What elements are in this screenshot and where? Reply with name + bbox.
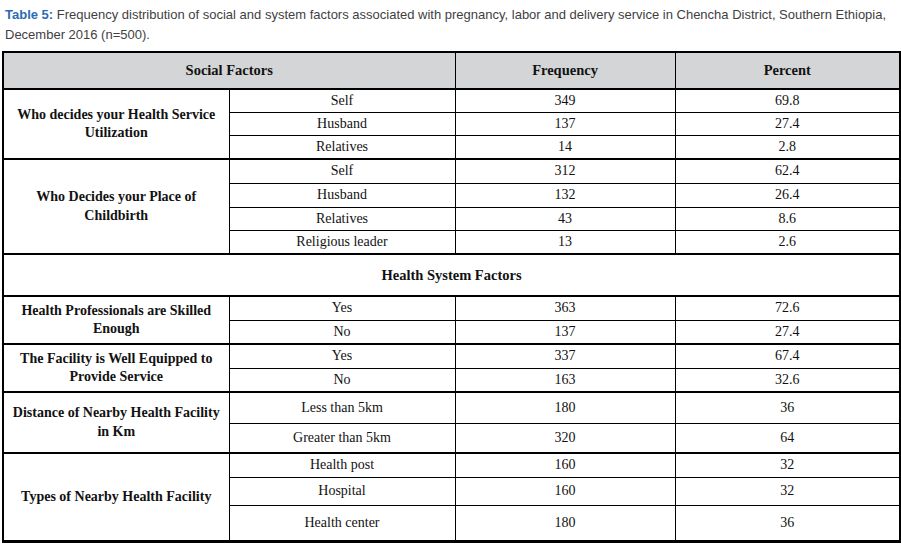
frequency-cell: 160	[455, 453, 675, 477]
table-row: Who decides your Health Service Utilizat…	[3, 89, 900, 112]
option-cell: Yes	[229, 344, 455, 368]
percent-cell: 26.4	[675, 183, 900, 207]
option-cell: Health center	[229, 505, 455, 541]
percent-cell: 32	[675, 477, 900, 505]
percent-cell: 36	[675, 392, 900, 423]
percent-cell: 32.6	[675, 368, 900, 392]
table-caption: Table 5: Frequency distribution of socia…	[0, 0, 901, 44]
section-header: Health System Factors	[3, 254, 900, 296]
option-cell: Relatives	[229, 135, 455, 159]
option-cell: Self	[229, 89, 455, 112]
table-caption-number: Table 5:	[5, 7, 53, 22]
table-caption-text: Frequency distribution of social and sys…	[5, 7, 886, 42]
frequency-cell: 137	[455, 112, 675, 135]
group-label: Types of Nearby Health Facility	[3, 453, 229, 541]
percent-cell: 27.4	[675, 320, 900, 344]
frequency-cell: 312	[455, 159, 675, 183]
option-cell: No	[229, 320, 455, 344]
percent-cell: 32	[675, 453, 900, 477]
percent-cell: 62.4	[675, 159, 900, 183]
frequency-cell: 349	[455, 89, 675, 112]
frequency-cell: 137	[455, 320, 675, 344]
percent-cell: 64	[675, 423, 900, 453]
option-cell: Husband	[229, 112, 455, 135]
option-cell: Religious leader	[229, 230, 455, 254]
option-cell: Husband	[229, 183, 455, 207]
option-cell: No	[229, 368, 455, 392]
percent-cell: 36	[675, 505, 900, 541]
frequency-table: Social Factors Frequency Percent Who dec…	[2, 51, 901, 543]
percent-cell: 2.6	[675, 230, 900, 254]
frequency-cell: 180	[455, 392, 675, 423]
option-cell: Yes	[229, 296, 455, 320]
frequency-cell: 160	[455, 477, 675, 505]
percent-cell: 72.6	[675, 296, 900, 320]
frequency-cell: 13	[455, 230, 675, 254]
frequency-cell: 132	[455, 183, 675, 207]
option-cell: Less than 5km	[229, 392, 455, 423]
table-row: Types of Nearby Health Facility Health p…	[3, 453, 900, 477]
percent-cell: 27.4	[675, 112, 900, 135]
option-cell: Hospital	[229, 477, 455, 505]
group-label: Who decides your Health Service Utilizat…	[3, 89, 229, 159]
frequency-cell: 43	[455, 207, 675, 230]
percent-cell: 67.4	[675, 344, 900, 368]
frequency-cell: 337	[455, 344, 675, 368]
frequency-cell: 14	[455, 135, 675, 159]
section-header-row: Health System Factors	[3, 254, 900, 296]
frequency-cell: 320	[455, 423, 675, 453]
frequency-cell: 363	[455, 296, 675, 320]
percent-cell: 8.6	[675, 207, 900, 230]
table-header-row: Social Factors Frequency Percent	[3, 52, 900, 89]
option-cell: Health post	[229, 453, 455, 477]
option-cell: Self	[229, 159, 455, 183]
group-label: Distance of Nearby Health Facility in Km	[3, 392, 229, 453]
option-cell: Relatives	[229, 207, 455, 230]
header-frequency: Frequency	[455, 52, 675, 89]
table-row: Health Professionals are Skilled Enough …	[3, 296, 900, 320]
table-row: The Facility is Well Equipped to Provide…	[3, 344, 900, 368]
header-percent: Percent	[675, 52, 900, 89]
group-label: Who Decides your Place of Childbirth	[3, 159, 229, 254]
group-label: The Facility is Well Equipped to Provide…	[3, 344, 229, 392]
percent-cell: 69.8	[675, 89, 900, 112]
table-row: Distance of Nearby Health Facility in Km…	[3, 392, 900, 423]
header-social-factors: Social Factors	[3, 52, 455, 89]
page: Table 5: Frequency distribution of socia…	[0, 0, 901, 552]
percent-cell: 2.8	[675, 135, 900, 159]
table-row: Who Decides your Place of Childbirth Sel…	[3, 159, 900, 183]
frequency-cell: 180	[455, 505, 675, 541]
frequency-cell: 163	[455, 368, 675, 392]
option-cell: Greater than 5km	[229, 423, 455, 453]
group-label: Health Professionals are Skilled Enough	[3, 296, 229, 344]
